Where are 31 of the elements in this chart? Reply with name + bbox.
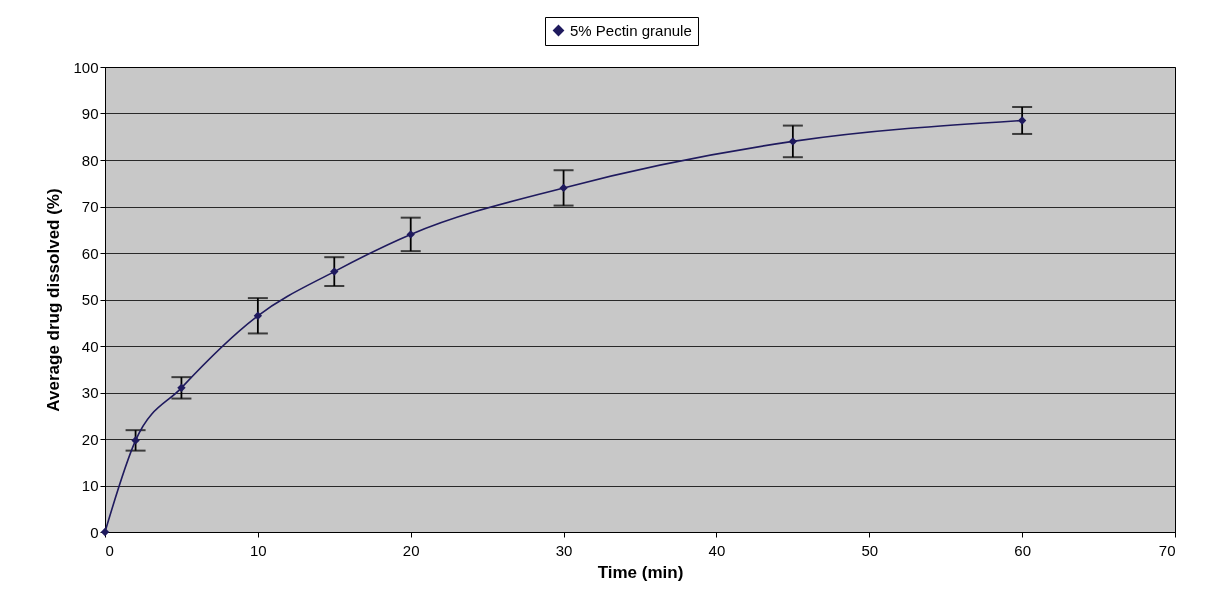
point [1017, 116, 1027, 125]
x-tick-label: 70 [1158, 541, 1176, 559]
point [559, 183, 568, 193]
y-tick-label: 0 [90, 523, 99, 541]
y-tick-label: 80 [81, 151, 99, 169]
x-tick-label: 20 [402, 541, 420, 559]
x-tick-label: 10 [250, 541, 267, 559]
y-tick-label: 10 [81, 477, 99, 494]
y-tick-label: 90 [81, 105, 99, 122]
point [131, 436, 140, 445]
y-tick-label: 30 [81, 384, 99, 401]
point [253, 311, 263, 320]
y-tick-label: 100 [73, 58, 99, 76]
legend-label: 5% Pectin granule [570, 21, 692, 39]
x-tick-label: 0 [105, 541, 114, 559]
y-axis-title: Average drug dissolved (%) [44, 188, 64, 412]
y-tick-label: 20 [81, 430, 99, 448]
point [177, 383, 186, 393]
point [330, 267, 339, 276]
x-tick-label: 60 [1014, 541, 1031, 559]
x-tick-label: 30 [555, 541, 573, 559]
y-tick-label: 50 [81, 291, 99, 308]
x-tick-label: 50 [861, 541, 879, 559]
x-axis-title: Time (min) [597, 562, 684, 582]
y-tick-label: 60 [81, 244, 99, 262]
point [788, 137, 798, 146]
y-tick-label: 40 [81, 337, 99, 355]
x-tick-label: 40 [708, 541, 726, 559]
point [406, 230, 415, 239]
y-tick-label: 70 [81, 198, 99, 215]
point [100, 527, 110, 537]
